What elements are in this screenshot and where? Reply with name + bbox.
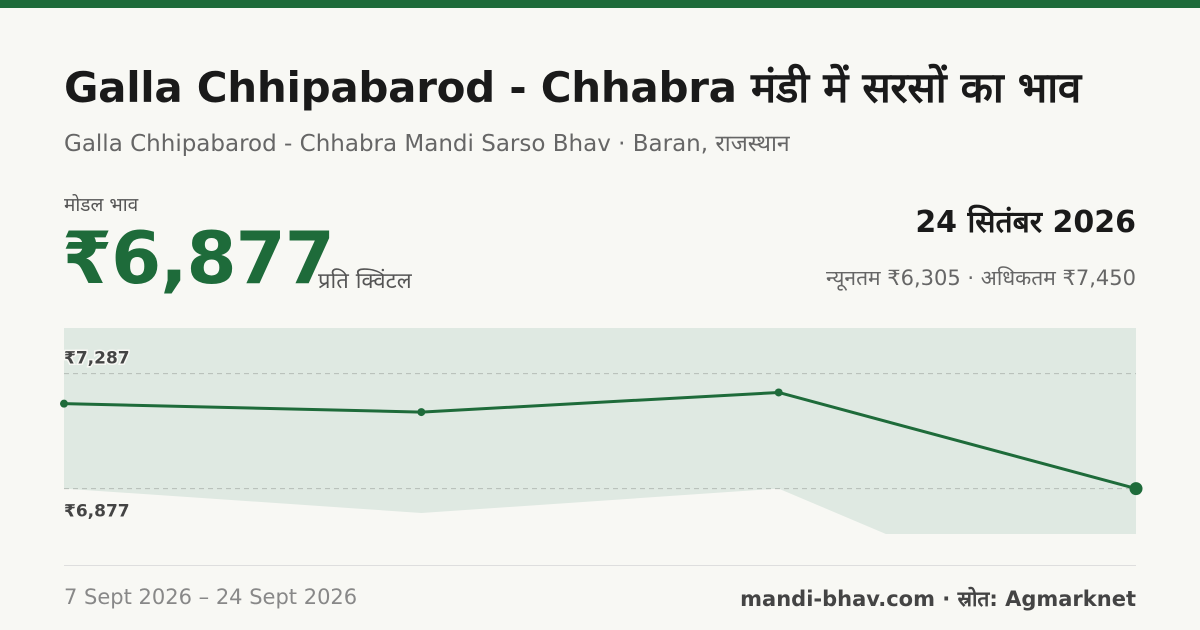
reference-label: ₹6,877 xyxy=(64,502,130,522)
min-max-range: न्यूनतम ₹6,305 · अधिकतम ₹7,450 xyxy=(826,266,1136,290)
top-accent-bar xyxy=(0,0,1200,8)
price-date: 24 सितंबर 2026 xyxy=(915,205,1136,240)
footer-divider xyxy=(64,565,1136,566)
footer-date-range: 7 Sept 2026 – 24 Sept 2026 xyxy=(64,585,358,609)
series-line xyxy=(63,390,1137,491)
page-subtitle: Galla Chhipabarod - Chhabra Mandi Sarso … xyxy=(64,131,790,157)
latest-point xyxy=(1129,482,1143,496)
model-price-label: मोडल भाव xyxy=(64,194,139,216)
data-point xyxy=(417,408,426,417)
model-price-value: ₹6,877 xyxy=(62,216,335,300)
reference-label: ₹7,287 xyxy=(64,349,130,369)
price-range-band xyxy=(64,328,1136,534)
page-title: Galla Chhipabarod - Chhabra मंडी में सरस… xyxy=(64,63,1081,112)
price-unit: प्रति क्विंटल xyxy=(318,269,412,294)
data-point xyxy=(774,388,783,397)
footer-source: mandi-bhav.com · स्रोत: Agmarknet xyxy=(740,587,1136,611)
data-point xyxy=(60,399,68,408)
